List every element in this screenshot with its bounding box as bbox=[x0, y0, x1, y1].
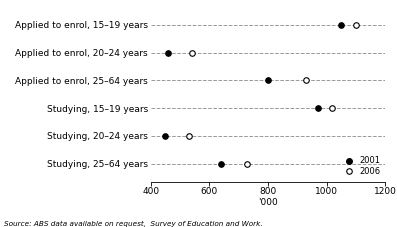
Text: Source: ABS data available on request,  Survey of Education and Work.: Source: ABS data available on request, S… bbox=[4, 221, 262, 227]
Legend: 2001, 2006: 2001, 2006 bbox=[341, 156, 381, 176]
X-axis label: '000: '000 bbox=[258, 197, 278, 207]
